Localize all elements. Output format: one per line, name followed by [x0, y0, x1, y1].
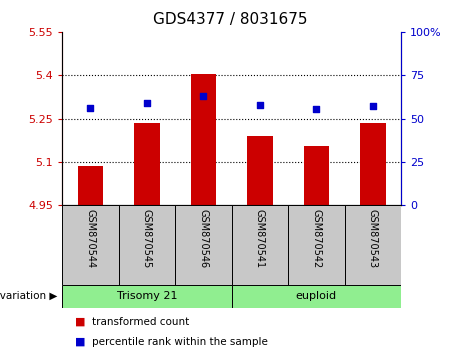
Point: [313, 106, 320, 112]
Point: [369, 104, 377, 109]
Text: ■: ■: [76, 317, 86, 327]
Point: [256, 102, 264, 108]
Bar: [344, 205, 401, 285]
Text: GDS4377 / 8031675: GDS4377 / 8031675: [153, 12, 308, 27]
Bar: [304, 146, 329, 205]
Text: GSM870546: GSM870546: [198, 209, 208, 268]
Bar: [191, 74, 216, 205]
Bar: [231, 285, 401, 308]
Text: percentile rank within the sample: percentile rank within the sample: [92, 337, 268, 347]
Point: [200, 93, 207, 99]
Text: GSM870543: GSM870543: [368, 209, 378, 268]
Text: Trisomy 21: Trisomy 21: [117, 291, 177, 302]
Bar: [62, 205, 118, 285]
Bar: [231, 205, 288, 285]
Text: transformed count: transformed count: [92, 317, 189, 327]
Bar: [78, 166, 103, 205]
Text: GSM870545: GSM870545: [142, 209, 152, 269]
Text: euploid: euploid: [296, 291, 337, 302]
Text: genotype/variation ▶: genotype/variation ▶: [0, 291, 58, 302]
Text: GSM870541: GSM870541: [255, 209, 265, 268]
Bar: [247, 136, 272, 205]
Text: GSM870544: GSM870544: [85, 209, 95, 268]
Bar: [288, 205, 344, 285]
Bar: [118, 205, 175, 285]
Bar: [360, 123, 385, 205]
Point: [87, 105, 94, 111]
Bar: [62, 285, 231, 308]
Bar: [175, 205, 231, 285]
Text: GSM870542: GSM870542: [311, 209, 321, 269]
Text: ■: ■: [76, 337, 86, 347]
Bar: [134, 123, 160, 205]
Point: [143, 100, 151, 105]
